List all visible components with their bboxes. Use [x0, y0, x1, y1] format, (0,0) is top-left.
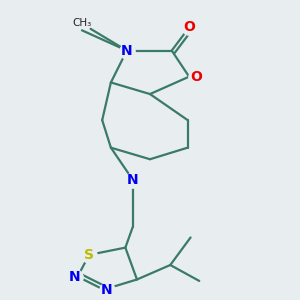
Text: N: N: [121, 44, 133, 58]
Text: S: S: [84, 248, 94, 262]
Text: N: N: [127, 172, 138, 187]
Text: O: O: [190, 70, 202, 84]
Text: N: N: [69, 270, 80, 283]
Text: CH₃: CH₃: [72, 18, 92, 28]
Text: N: N: [101, 283, 112, 297]
Text: O: O: [183, 20, 195, 34]
